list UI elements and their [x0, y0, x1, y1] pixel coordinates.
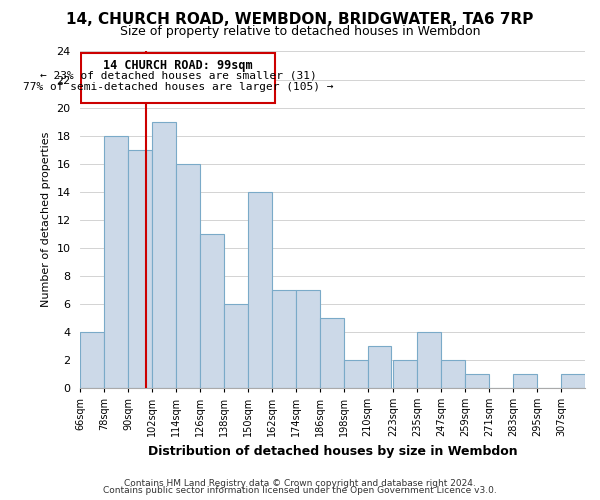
- Text: ← 23% of detached houses are smaller (31): ← 23% of detached houses are smaller (31…: [40, 70, 316, 81]
- Text: Contains HM Land Registry data © Crown copyright and database right 2024.: Contains HM Land Registry data © Crown c…: [124, 478, 476, 488]
- Text: 77% of semi-detached houses are larger (105) →: 77% of semi-detached houses are larger (…: [23, 82, 333, 92]
- Bar: [344, 360, 368, 388]
- Bar: [104, 136, 128, 388]
- Bar: [176, 164, 200, 388]
- Bar: [200, 234, 224, 388]
- X-axis label: Distribution of detached houses by size in Wembdon: Distribution of detached houses by size …: [148, 444, 517, 458]
- Bar: [561, 374, 585, 388]
- Bar: [224, 304, 248, 388]
- Text: Contains public sector information licensed under the Open Government Licence v3: Contains public sector information licen…: [103, 486, 497, 495]
- Text: 14 CHURCH ROAD: 99sqm: 14 CHURCH ROAD: 99sqm: [103, 59, 253, 72]
- Bar: [394, 360, 418, 388]
- Y-axis label: Number of detached properties: Number of detached properties: [41, 132, 50, 308]
- Bar: [248, 192, 272, 388]
- Bar: [128, 150, 152, 388]
- Bar: [272, 290, 296, 388]
- Text: Size of property relative to detached houses in Wembdon: Size of property relative to detached ho…: [120, 25, 480, 38]
- Text: 14, CHURCH ROAD, WEMBDON, BRIDGWATER, TA6 7RP: 14, CHURCH ROAD, WEMBDON, BRIDGWATER, TA…: [67, 12, 533, 28]
- Bar: [320, 318, 344, 388]
- Bar: [442, 360, 465, 388]
- Bar: [513, 374, 537, 388]
- Bar: [418, 332, 442, 388]
- Bar: [152, 122, 176, 388]
- Bar: [465, 374, 489, 388]
- Bar: [80, 332, 104, 388]
- Bar: [81, 53, 275, 104]
- Bar: [296, 290, 320, 388]
- Bar: [368, 346, 391, 388]
